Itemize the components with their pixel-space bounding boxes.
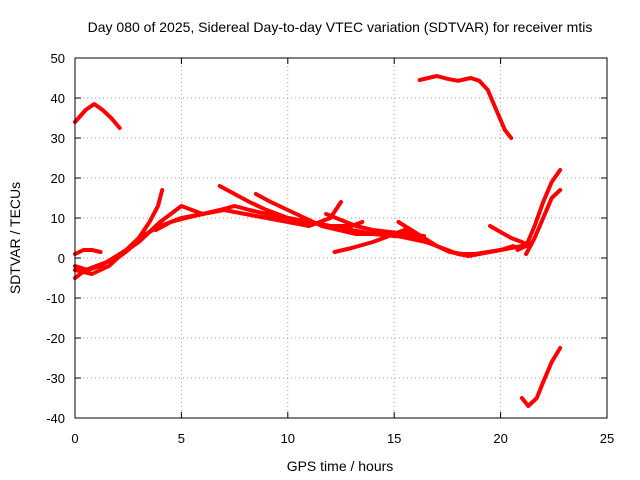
x-axis-label: GPS time / hours — [287, 458, 394, 474]
y-tick-label: -10 — [46, 291, 65, 306]
series-line-arc-1 — [73, 102, 122, 130]
grid-lines — [75, 58, 607, 418]
axis-ticks: -40 -30 -20 -10 0 10 20 30 40 50 0 5 10 15 20 25 — [46, 51, 614, 446]
series-line-arc-4 — [73, 248, 103, 256]
y-axis-label: SDTVAR / TECUs — [7, 182, 23, 294]
y-tick-label: 10 — [51, 211, 65, 226]
x-tick-label: 20 — [493, 431, 507, 446]
series-line-arc-8 — [153, 204, 286, 232]
series-line-arc-15 — [396, 220, 516, 256]
x-tick-label: 10 — [281, 431, 295, 446]
series-line-arc-2 — [417, 74, 514, 140]
y-tick-label: -40 — [46, 411, 65, 426]
x-tick-label: 5 — [178, 431, 185, 446]
x-tick-label: 25 — [600, 431, 614, 446]
x-tick-label: 0 — [71, 431, 78, 446]
series-line-arc-18 — [524, 188, 563, 256]
y-tick-label: -20 — [46, 331, 65, 346]
y-tick-label: 30 — [51, 131, 65, 146]
y-tick-label: 50 — [51, 51, 65, 66]
series-line-arc-3 — [519, 346, 563, 408]
data-series — [73, 74, 563, 408]
y-tick-label: 40 — [51, 91, 65, 106]
y-tick-label: 0 — [58, 251, 65, 266]
series-line-arc-17 — [515, 168, 563, 252]
plot-frame — [74, 57, 608, 419]
chart-title: Day 080 of 2025, Sidereal Day-to-day VTE… — [88, 19, 593, 35]
y-tick-label: 20 — [51, 171, 65, 186]
y-tick-label: -30 — [46, 371, 65, 386]
series-line-arc-16 — [488, 224, 531, 248]
x-tick-label: 15 — [387, 431, 401, 446]
